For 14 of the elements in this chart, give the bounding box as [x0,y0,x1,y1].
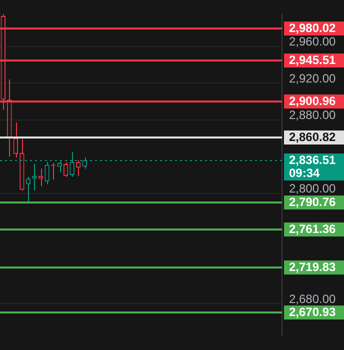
y-tick-label: 2,880.00 [289,108,336,122]
ref-line-label: 2,900.96 [289,94,336,108]
ref-line-label: 2,860.82 [289,130,336,144]
y-tick-label: 2,680.00 [289,292,336,306]
ref-line-label: 2,945.51 [289,52,336,67]
y-tick-label: 2,920.00 [289,71,336,86]
ref-line-label: 2,761.36 [289,222,336,236]
ref-line-label: 2,719.83 [289,260,336,274]
ref-line-label: 2,836.51 09:34 [289,152,336,180]
ref-line-label: 2,980.02 [289,20,336,35]
ref-line-label: 2,670.93 [289,304,336,319]
y-tick-label: 2,960.00 [289,34,336,49]
y-tick-label: 2,800.00 [289,182,336,196]
ref-line-label: 2,790.76 [289,194,336,209]
